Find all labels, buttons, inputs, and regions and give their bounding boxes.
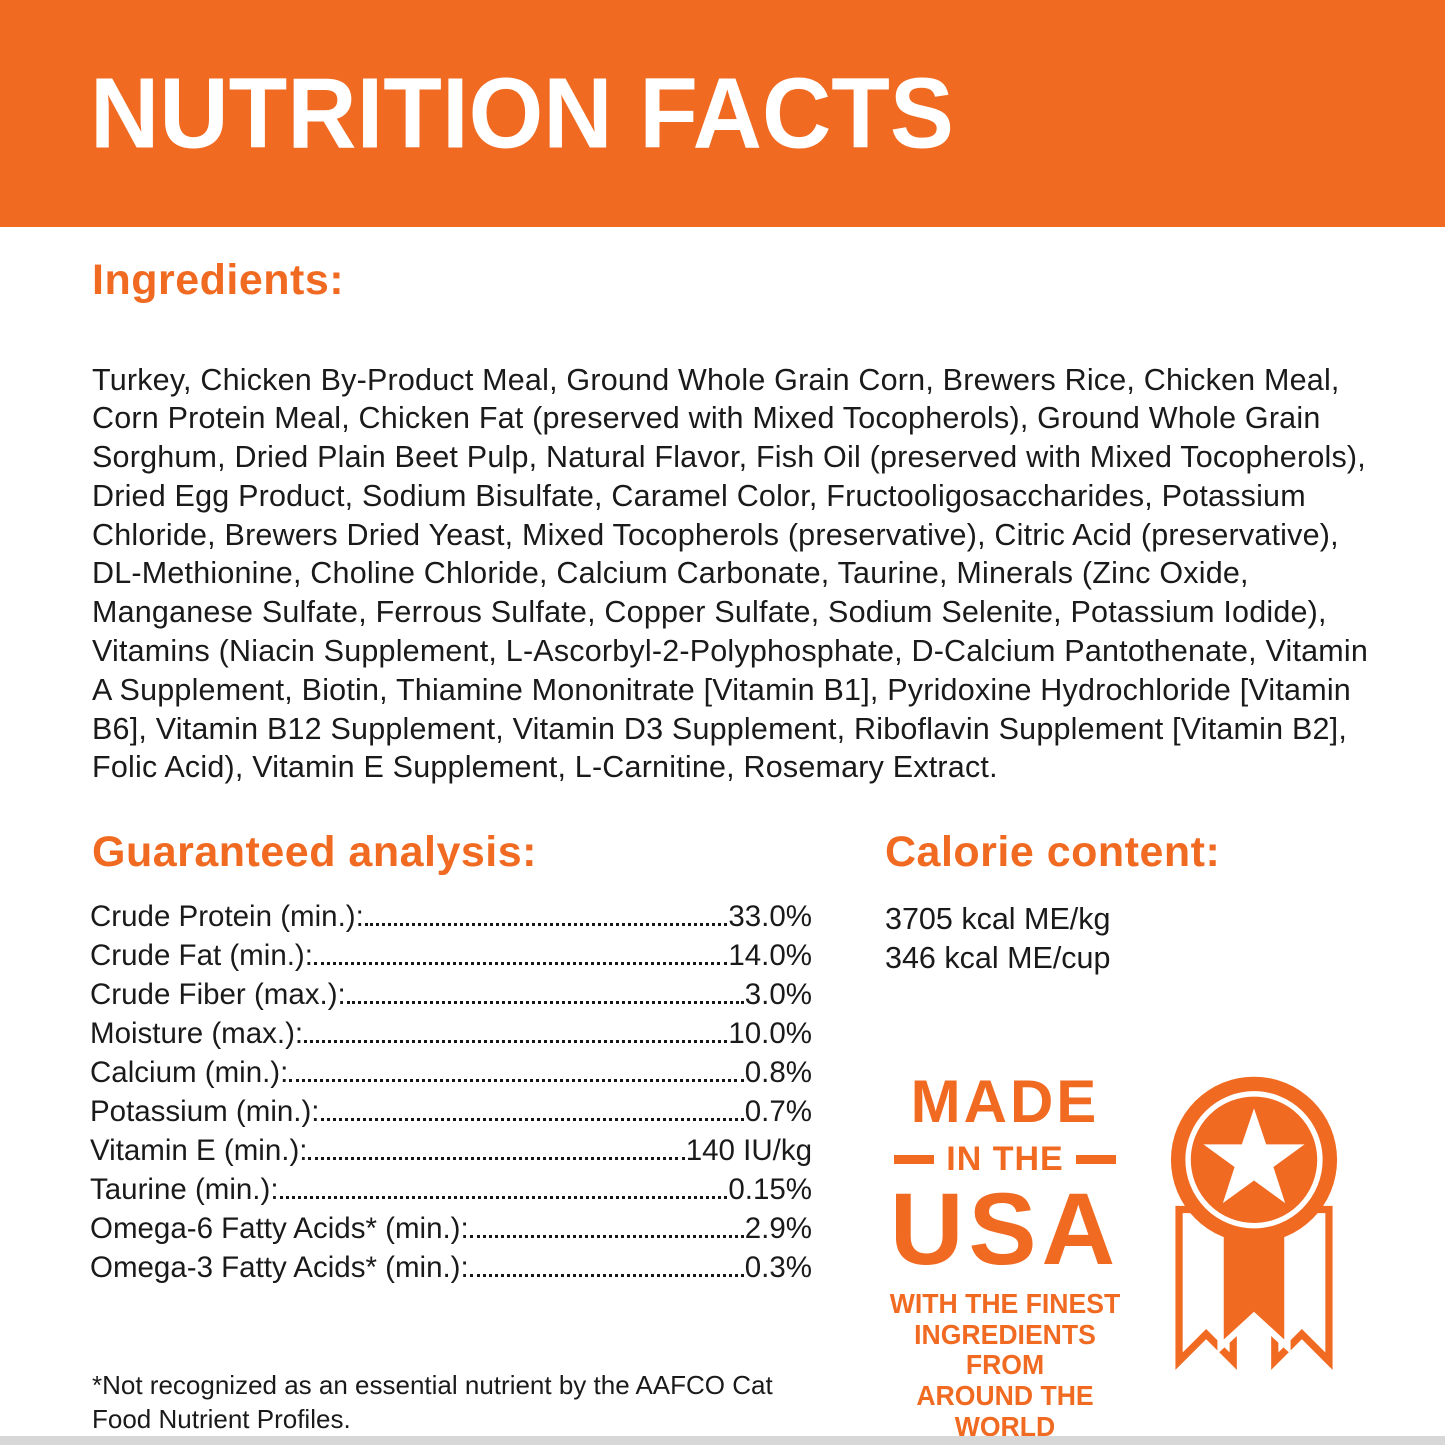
analysis-row-crude-fiber: Crude Fiber (max.): 3.0% (90, 978, 812, 1017)
header-banner: NUTRITION FACTS (0, 0, 1445, 227)
analysis-label: Omega-6 Fatty Acids* (min.): (90, 1212, 469, 1245)
calorie-kcal-per-kg: 3705 kcal ME/kg (885, 902, 1111, 936)
dot-leader (346, 1001, 744, 1004)
analysis-row-crude-fat: Crude Fat (min.): 14.0% (90, 939, 812, 978)
dot-leader (279, 1196, 728, 1199)
dot-leader (304, 1040, 728, 1043)
dash-left (894, 1155, 935, 1164)
calorie-kcal-per-cup: 346 kcal ME/cup (885, 941, 1111, 975)
analysis-value: 0.15% (728, 1173, 812, 1206)
analysis-row-vitamin-e: Vitamin E (min.): 140 IU/kg (90, 1134, 812, 1173)
dot-leader (313, 962, 728, 965)
analysis-label: Crude Protein (min.): (90, 900, 364, 933)
calorie-content-values: 3705 kcal ME/kg 346 kcal ME/cup (885, 900, 1110, 978)
award-ribbon-icon (1170, 1076, 1338, 1370)
analysis-value: 0.3% (744, 1251, 812, 1284)
usa-tagline-line3: AROUND THE WORLD (916, 1380, 1094, 1443)
ingredients-text: Turkey, Chicken By-Product Meal, Ground … (92, 362, 1369, 785)
analysis-row-taurine: Taurine (min.): 0.15% (90, 1173, 812, 1212)
made-in-usa-text: MADE IN THE USA WITH THE FINEST INGREDIE… (866, 1072, 1144, 1443)
dot-leader (308, 1157, 685, 1160)
analysis-label: Vitamin E (min.): (90, 1134, 308, 1167)
usa-label: USA (889, 1172, 1121, 1286)
usa-tagline: WITH THE FINEST INGREDIENTS FROM AROUND … (873, 1287, 1137, 1443)
guaranteed-analysis-table: Crude Protein (min.): 33.0% Crude Fat (m… (90, 900, 812, 1290)
analysis-value: 33.0% (728, 900, 812, 933)
analysis-row-moisture: Moisture (max.): 10.0% (90, 1017, 812, 1056)
analysis-label: Calcium (min.): (90, 1056, 289, 1089)
analysis-row-omega-3: Omega-3 Fatty Acids* (min.): 0.3% (90, 1251, 812, 1290)
analysis-value: 10.0% (728, 1017, 812, 1050)
dot-leader (364, 923, 728, 926)
aafco-footnote: *Not recognized as an essential nutrient… (92, 1370, 773, 1434)
analysis-value: 2.9% (744, 1212, 812, 1245)
made-in-usa-badge: MADE IN THE USA WITH THE FINEST INGREDIE… (866, 1072, 1344, 1443)
analysis-label: Taurine (min.): (90, 1173, 279, 1206)
dot-leader (469, 1235, 744, 1238)
analysis-row-calcium: Calcium (min.): 0.8% (90, 1056, 812, 1095)
ingredients-heading: Ingredients: (92, 256, 345, 304)
usa-tagline-line1: WITH THE FINEST (889, 1287, 1121, 1319)
analysis-label: Moisture (max.): (90, 1017, 304, 1050)
usa-tagline-line2: INGREDIENTS FROM (914, 1318, 1096, 1381)
usa-in-the-label: IN THE (946, 1140, 1064, 1178)
analysis-row-potassium: Potassium (min.): 0.7% (90, 1095, 812, 1134)
usa-made-label: MADE (910, 1068, 1100, 1135)
analysis-value: 14.0% (728, 939, 812, 972)
analysis-label: Crude Fiber (max.): (90, 978, 346, 1011)
analysis-row-crude-protein: Crude Protein (min.): 33.0% (90, 900, 812, 939)
calorie-content-heading: Calorie content: (885, 828, 1221, 876)
analysis-label: Crude Fat (min.): (90, 939, 313, 972)
page-title: NUTRITION FACTS (90, 57, 954, 169)
analysis-value: 0.8% (744, 1056, 812, 1089)
usa-in-the-row: IN THE (866, 1140, 1144, 1179)
analysis-label: Potassium (min.): (90, 1095, 320, 1128)
bottom-edge-strip (0, 1436, 1445, 1445)
dot-leader (320, 1118, 744, 1121)
analysis-row-omega-6: Omega-6 Fatty Acids* (min.): 2.9% (90, 1212, 812, 1251)
analysis-label: Omega-3 Fatty Acids* (min.): (90, 1251, 469, 1284)
guaranteed-analysis-heading: Guaranteed analysis: (92, 828, 537, 876)
dot-leader (289, 1079, 744, 1082)
analysis-value: 3.0% (744, 978, 812, 1011)
dash-right (1075, 1155, 1116, 1164)
analysis-value: 140 IU/kg (685, 1134, 812, 1167)
dot-leader (469, 1274, 744, 1277)
analysis-value: 0.7% (744, 1095, 812, 1128)
